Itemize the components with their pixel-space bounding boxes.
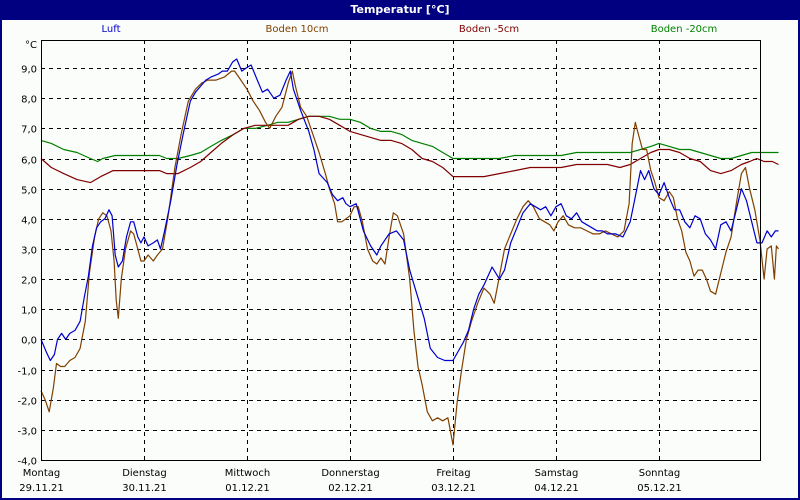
- x-tick-date: 29.11.21: [19, 483, 64, 494]
- y-tick-label: -4,0: [17, 457, 37, 468]
- x-tick-day: Montag: [23, 468, 60, 479]
- x-tick-date: 03.12.21: [431, 483, 476, 494]
- y-tick-label: 7,0: [21, 125, 37, 136]
- x-tick-date: 04.12.21: [534, 483, 579, 494]
- series-line-boden-10cm: [40, 70, 779, 446]
- legend-item-boden-20cm: Boden -20cm: [650, 24, 718, 35]
- x-tick-day: Samstag: [535, 468, 579, 479]
- y-tick-label: 2,0: [21, 276, 37, 287]
- x-tick-date: 30.11.21: [122, 483, 167, 494]
- y-tick-label: -2,0: [17, 397, 37, 408]
- legend-item-luft: Luft: [101, 24, 121, 35]
- x-tick-day: Donnerstag: [321, 468, 379, 479]
- y-tick-label: 0,0: [21, 336, 37, 347]
- temperature-chart: 9,0 8,0 7,0 6,0 5,0 4,0 3,0 2,0 1,0 0,0 -1,0 -2,0 -3…: [17, 40, 779, 494]
- y-tick-label: 8,0: [21, 95, 37, 106]
- x-tick-day: Sonntag: [639, 468, 681, 479]
- series-line-luft: [40, 58, 779, 362]
- y-unit-label: °C: [25, 40, 37, 51]
- x-tick-day: Dienstag: [122, 468, 167, 479]
- x-tick-date: 02.12.21: [328, 483, 373, 494]
- plot-frame: [41, 40, 761, 461]
- x-tick-date: 05.12.21: [637, 483, 682, 494]
- x-tick-day: Mittwoch: [225, 468, 270, 479]
- x-tick-day: Freitag: [436, 468, 470, 479]
- y-tick-label: 3,0: [21, 246, 37, 257]
- y-tick-label: 1,0: [21, 306, 37, 317]
- chart-panel: Luft Boden 10cm Boden -5cm Boden -20cm 9,0 8…: [2, 20, 798, 498]
- y-tick-label: 6,0: [21, 156, 37, 167]
- x-tick-date: 01.12.21: [225, 483, 270, 494]
- y-tick-label: 9,0: [21, 65, 37, 76]
- y-tick-label: 4,0: [21, 216, 37, 227]
- y-tick-label: 5,0: [21, 186, 37, 197]
- y-tick-label: -1,0: [17, 367, 37, 378]
- series-line-boden-5cm: [40, 115, 779, 184]
- legend-item-boden-10cm: Boden 10cm: [265, 24, 329, 35]
- y-tick-label: -3,0: [17, 427, 37, 438]
- series-line-boden-20cm: [40, 115, 779, 163]
- window-title: Temperatur [°C]: [350, 3, 450, 16]
- legend-item-boden-5cm: Boden -5cm: [458, 24, 520, 35]
